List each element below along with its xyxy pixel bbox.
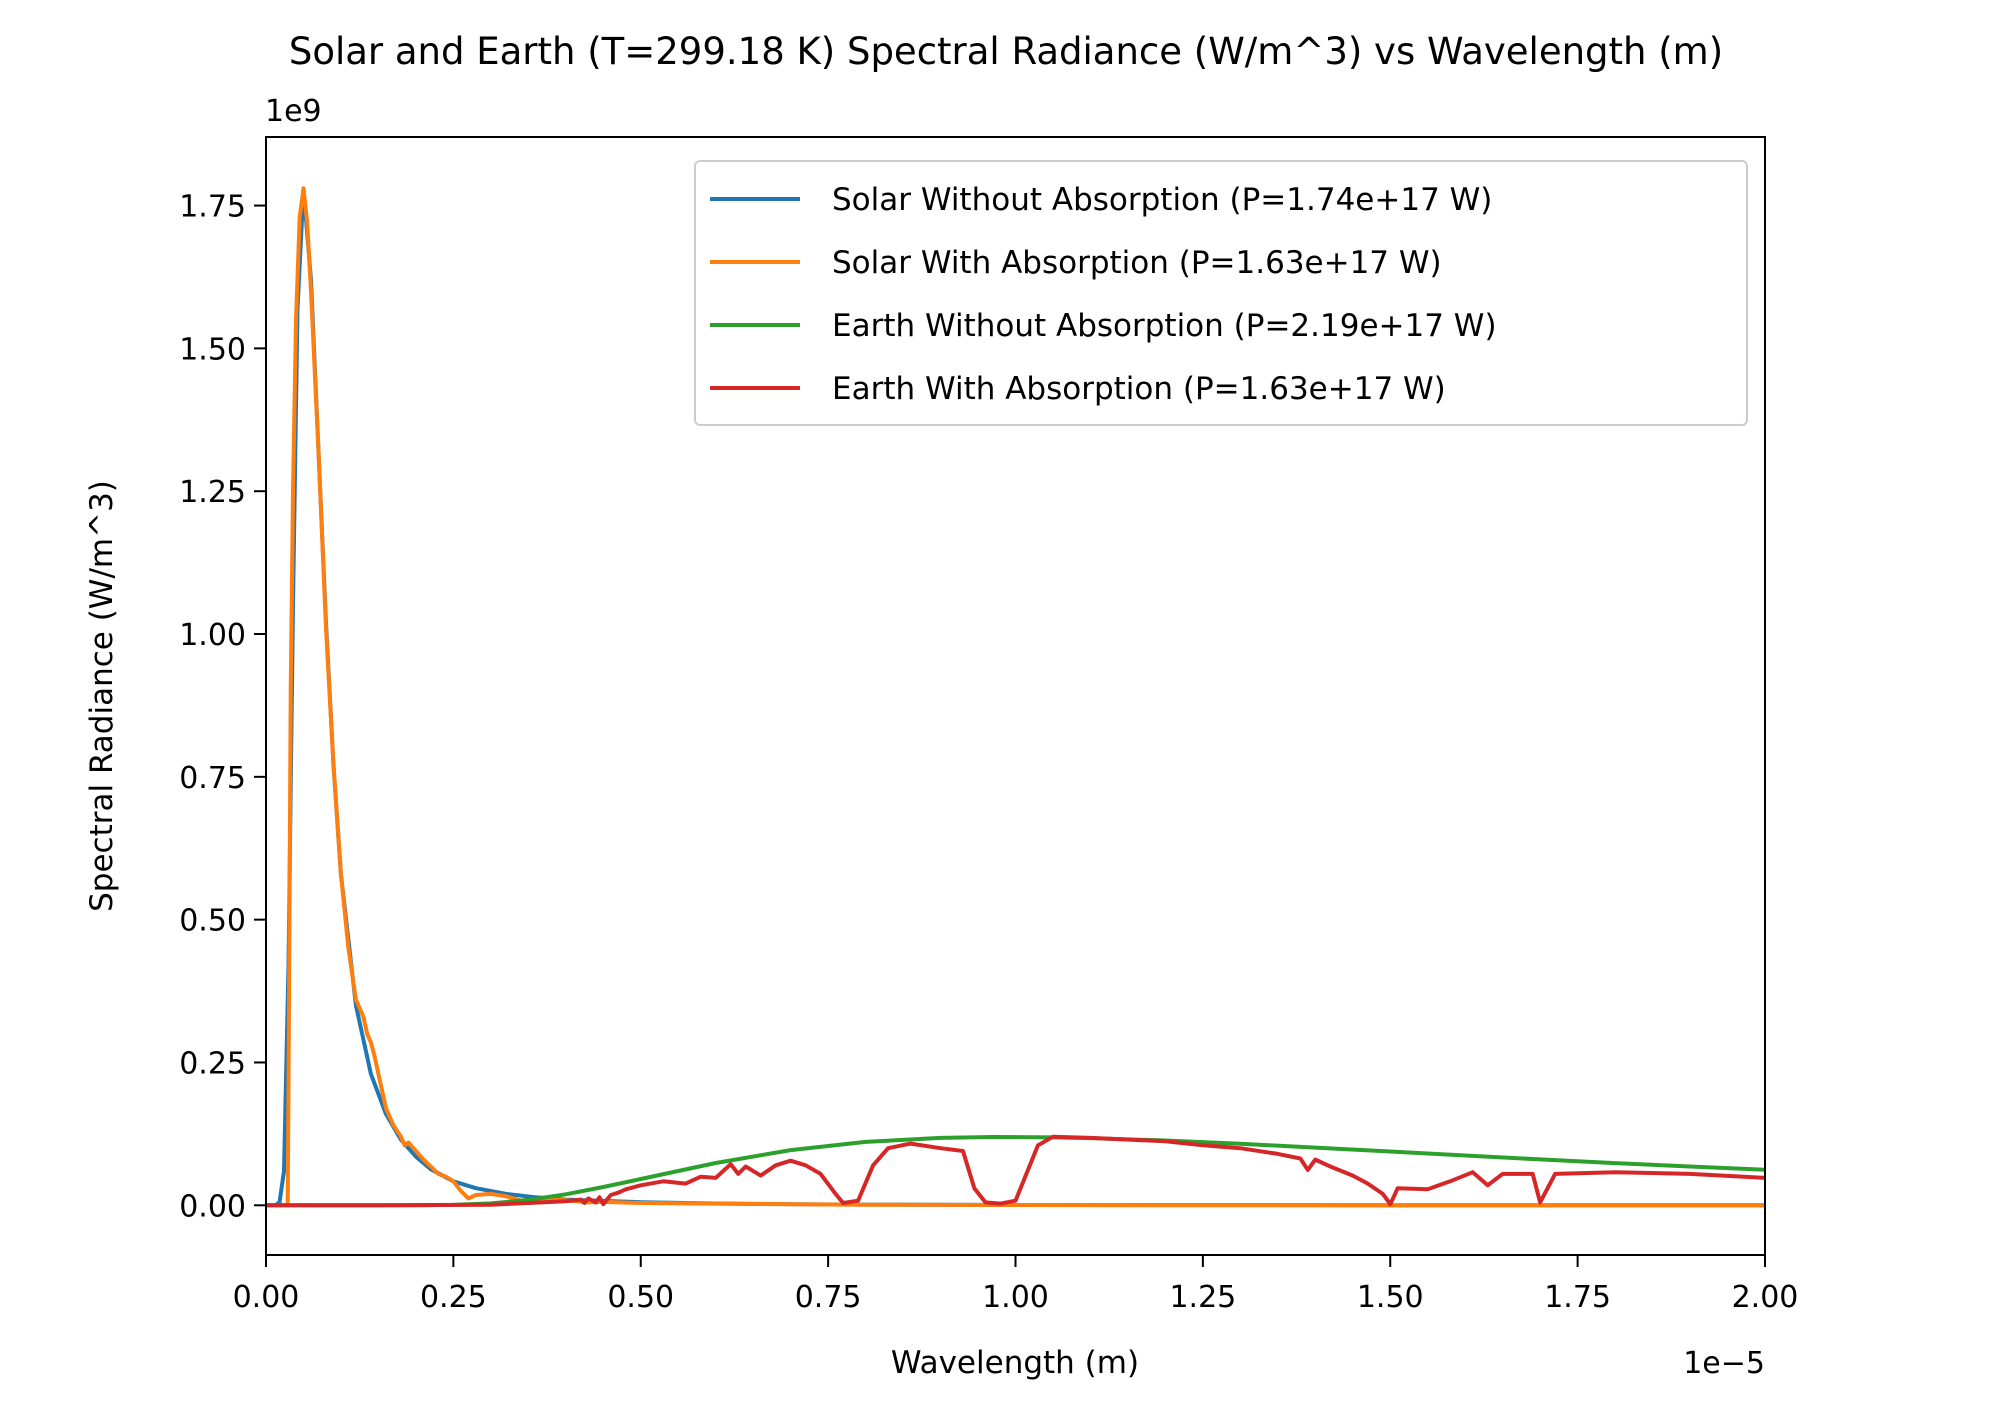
- y-tick-label: 0.50: [179, 904, 246, 939]
- series-line-4: [266, 1134, 1765, 1208]
- legend-label-1: Solar Without Absorption (P=1.74e+17 W): [832, 182, 1492, 218]
- x-tick-label: 1.00: [982, 1280, 1049, 1315]
- legend: Solar Without Absorption (P=1.74e+17 W) S…: [694, 160, 1748, 426]
- y-axis-ticks: 0.00 0.25 0.50 0.75 1.00 1.25 1.50 1.75: [179, 190, 266, 1224]
- y-offset-text: 1e9: [265, 94, 322, 129]
- x-tick-label: 1.50: [1357, 1280, 1424, 1315]
- x-axis-ticks: 0.00 0.25 0.50 0.75 1.00 1.25 1.50 1.75 2.00: [233, 1255, 1799, 1315]
- x-tick-label: 0.00: [233, 1280, 300, 1315]
- y-tick-label: 1.25: [179, 475, 246, 510]
- legend-frame: [694, 160, 1748, 426]
- y-tick-label: 0.75: [179, 761, 246, 796]
- y-tick-label: 0.00: [179, 1189, 246, 1224]
- series-layer: [266, 186, 1765, 1208]
- x-tick-label: 1.25: [1169, 1280, 1236, 1315]
- legend-label-3: Earth Without Absorption (P=2.19e+17 W): [832, 308, 1497, 344]
- x-offset-text: 1e−5: [1683, 1346, 1765, 1381]
- x-tick-label: 0.75: [795, 1280, 862, 1315]
- y-tick-label: 0.25: [179, 1046, 246, 1081]
- y-tick-label: 1.00: [179, 618, 246, 653]
- y-tick-label: 1.75: [179, 190, 246, 225]
- y-axis-label: Spectral Radiance (W/m^3): [84, 480, 120, 912]
- y-tick-label: 1.50: [179, 332, 246, 367]
- x-axis-label: Wavelength (m): [891, 1345, 1139, 1381]
- legend-label-2: Solar With Absorption (P=1.63e+17 W): [832, 245, 1442, 281]
- x-tick-label: 1.75: [1544, 1280, 1611, 1315]
- x-tick-label: 0.25: [420, 1280, 487, 1315]
- chart-title: Solar and Earth (T=299.18 K) Spectral Ra…: [289, 30, 1723, 73]
- x-tick-label: 0.50: [607, 1280, 674, 1315]
- x-tick-label: 2.00: [1732, 1280, 1799, 1315]
- legend-label-4: Earth With Absorption (P=1.63e+17 W): [832, 371, 1446, 407]
